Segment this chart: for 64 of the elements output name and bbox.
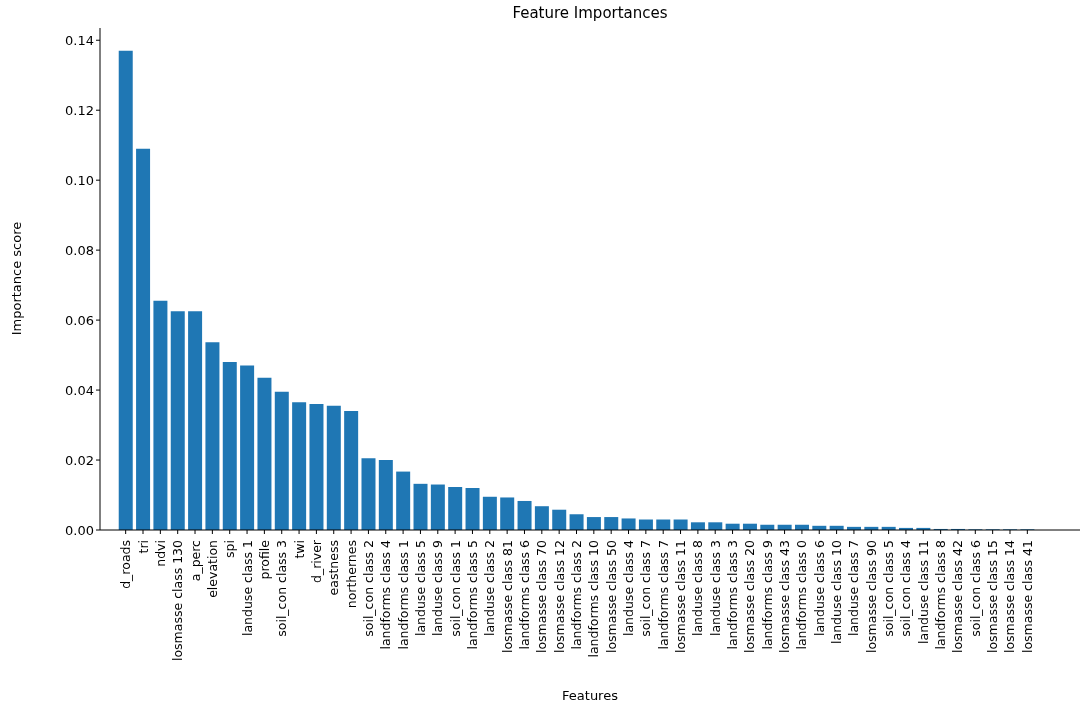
x-tick-label: profile: [256, 539, 272, 580]
x-tick-label: landforms class 1: [395, 540, 411, 650]
y-tick-label: 0.04: [65, 382, 94, 398]
x-tick-label: landuse class 5: [412, 540, 428, 637]
x-tick-label: northernes: [343, 540, 359, 609]
y-tick-label: 0.02: [65, 452, 94, 468]
x-tick-label: losmasse class 70: [534, 539, 550, 654]
x-tick-label: a_perc: [187, 539, 203, 582]
x-tick-label: landuse class 6: [811, 539, 827, 637]
y-tick-label: 0.06: [65, 312, 94, 328]
y-tick-label: 0.12: [65, 102, 94, 118]
x-tick-label: landforms class 7: [655, 540, 671, 650]
x-tick-label: losmasse class 50: [603, 539, 619, 654]
x-tick-label: landuse class 7: [846, 540, 862, 637]
x-tick-label: soil_con class 4: [898, 539, 914, 637]
x-tick-label: losmasse class 42: [950, 540, 966, 654]
x-tick-label: landuse class 3: [707, 540, 723, 637]
x-tick-label: losmasse class 41: [1019, 540, 1035, 654]
x-tick-label: landforms class 0: [794, 539, 810, 650]
x-tick-label: landuse class 4: [621, 539, 637, 637]
x-tick-label: landforms class 5: [464, 540, 480, 650]
x-tick-label: eastness: [326, 540, 342, 596]
x-tick-label: losmasse class 20: [742, 539, 758, 654]
x-tick-label: landuse class 9: [430, 539, 446, 637]
x-tick-label: soil_con class 5: [881, 540, 897, 637]
x-tick-label: landforms class 2: [569, 540, 584, 650]
x-tick-label: losmasse class 15: [985, 540, 1001, 654]
chart-title: Feature Importances: [511, 4, 669, 22]
x-tick-label: landforms class 4: [378, 539, 394, 650]
x-tick-label: d_river: [308, 539, 324, 584]
y-tick-label: 0.00: [65, 522, 94, 538]
x-tick-label: losmasse class 43: [777, 540, 793, 654]
x-tick-label: losmasse class 90: [863, 539, 879, 654]
x-tick-label: landuse class 2: [482, 540, 498, 637]
x-tick-label: ndvi: [152, 540, 168, 567]
x-tick-label: landforms class 10: [586, 539, 602, 658]
x-tick-label: landuse class 11: [915, 540, 931, 644]
x-tick-label: elevation: [204, 540, 220, 598]
x-tick-label: losmasse class 130: [170, 539, 186, 662]
x-tick-label: landforms class 6: [516, 539, 532, 650]
y-tick-label: 0.08: [65, 242, 94, 258]
x-tick-label: losmasse class 81: [499, 540, 515, 654]
x-tick-label: losmasse class 14: [1002, 539, 1018, 654]
y-axis-title: Importance score: [8, 220, 24, 338]
x-tick-label: landforms class 3: [725, 540, 741, 650]
x-tick-label: soil_con class 6: [967, 539, 983, 637]
x-tick-label: losmasse class 12: [551, 540, 567, 654]
x-tick-label: landforms class 9: [759, 539, 775, 650]
x-tick-label: tri: [135, 540, 151, 554]
x-tick-label: landuse class 1: [239, 540, 255, 637]
x-tick-label: soil_con class 3: [274, 540, 290, 637]
x-tick-label: landuse class 10: [829, 539, 845, 644]
y-tick-label: 0.10: [65, 172, 94, 188]
y-tick-label: 0.14: [65, 32, 94, 48]
x-tick-label: soil_con class 1: [447, 540, 463, 637]
x-tick-label: soil_con class 7: [638, 540, 654, 637]
x-tick-label: losmasse class 11: [673, 540, 689, 654]
x-tick-label: d_roads: [118, 540, 134, 589]
x-tick-label: spi: [222, 540, 238, 558]
x-tick-label: soil_con class 2: [360, 540, 376, 637]
x-tick-label: landforms class 8: [933, 539, 949, 650]
x-tick-label: landuse class 8: [690, 539, 706, 637]
x-tick-label: twi: [291, 540, 307, 559]
x-axis-title: Features: [561, 688, 619, 703]
